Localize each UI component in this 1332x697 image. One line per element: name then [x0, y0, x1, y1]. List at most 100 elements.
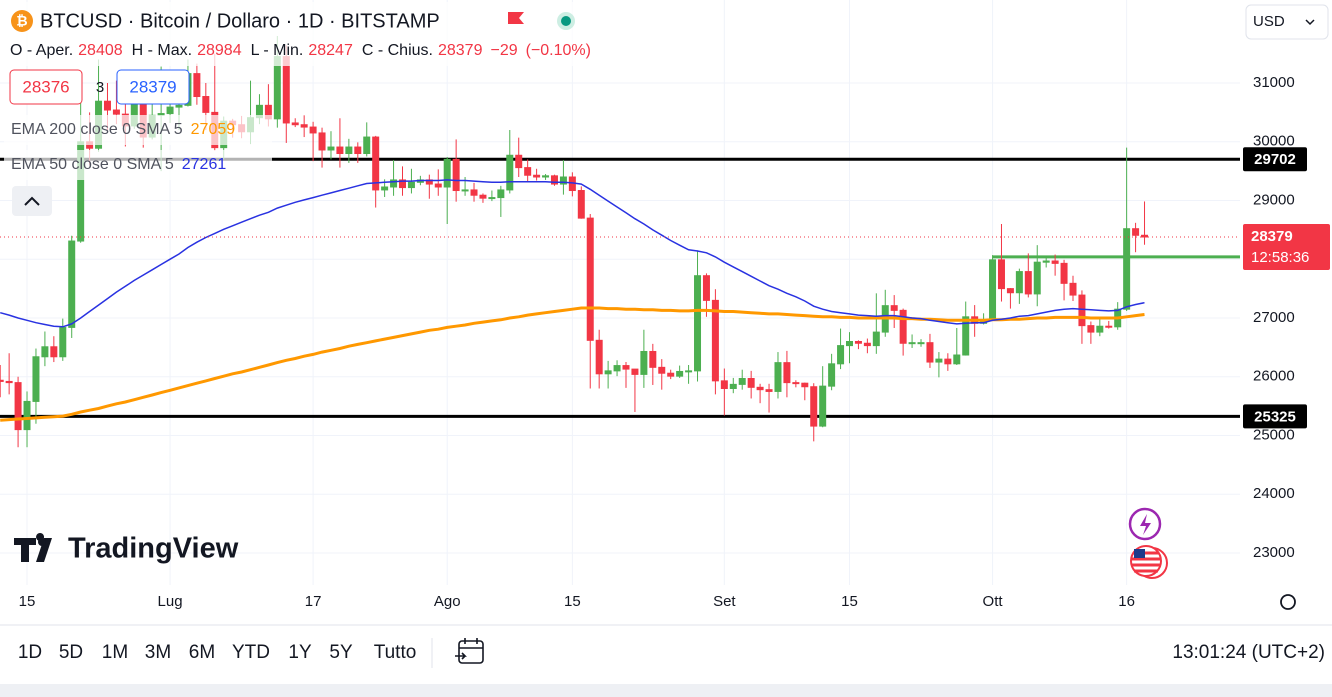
candle-body — [828, 363, 836, 387]
x-tick-label: Lug — [158, 593, 183, 610]
candle-body — [202, 96, 210, 113]
candle-body — [479, 194, 487, 199]
candle-body — [774, 362, 782, 392]
candle-body — [819, 385, 827, 427]
x-tick-label: 17 — [305, 593, 322, 610]
candle-body — [631, 368, 639, 375]
open-value: 28408 — [78, 42, 123, 59]
candle-body — [694, 275, 702, 372]
collapse-button[interactable] — [12, 186, 52, 216]
candle-body — [68, 240, 76, 328]
candle-body — [193, 73, 201, 98]
candle-body — [112, 109, 120, 115]
candle-body — [1033, 261, 1041, 295]
date-range-icon[interactable] — [458, 640, 484, 664]
candle-body — [390, 179, 398, 188]
candle-body — [381, 186, 389, 191]
candle-body — [667, 372, 675, 377]
candle-body — [953, 354, 961, 365]
candle-body — [166, 106, 174, 115]
candle-body — [41, 346, 49, 358]
us-flag-stripes — [1132, 551, 1160, 573]
low-value: 28247 — [308, 42, 353, 59]
ask-box[interactable] — [116, 69, 190, 105]
candle-body — [917, 342, 925, 345]
candle-body — [1051, 260, 1059, 264]
candle-body — [783, 362, 791, 384]
range-button[interactable]: 1D — [18, 642, 42, 663]
candle-body — [846, 340, 853, 347]
candle-body — [50, 346, 58, 358]
candle-body — [640, 350, 648, 375]
candle-body — [542, 175, 550, 178]
x-tick-label: 15 — [841, 593, 858, 610]
candle-body — [872, 331, 880, 347]
bitcoin-icon — [11, 10, 33, 32]
countdown-label: 12:58:36 — [1251, 249, 1309, 266]
level-label-box — [1243, 404, 1307, 429]
candle-body — [899, 309, 907, 344]
candle-body — [470, 189, 478, 196]
candle-body — [1096, 325, 1104, 333]
candle-body — [926, 342, 934, 363]
x-tick-label: Set — [713, 593, 736, 610]
clock: 13:01:24 (UTC+2) — [1172, 642, 1325, 663]
candle-body — [327, 146, 335, 151]
legend-name: EMA 50 close 0 SMA 5 — [11, 156, 174, 173]
candle-body — [399, 179, 406, 189]
range-button[interactable]: 3M — [145, 642, 171, 663]
candle-body — [738, 378, 746, 385]
candle-body — [300, 124, 308, 128]
settings-icon[interactable] — [1280, 594, 1296, 610]
candle-body — [604, 370, 612, 375]
legend-value: 27059 — [191, 121, 236, 138]
bid-box[interactable] — [9, 69, 83, 105]
range-button[interactable]: 1M — [102, 642, 128, 663]
logo-mark — [14, 533, 52, 562]
candle-body — [23, 400, 31, 431]
candle-body — [434, 183, 442, 188]
candle-body — [810, 386, 818, 427]
range-button[interactable]: 5Y — [329, 642, 353, 663]
candle-body — [622, 365, 630, 370]
y-tick-label: 25000 — [1253, 426, 1295, 443]
flag-icon[interactable] — [508, 12, 524, 24]
open-label: O - Aper. — [10, 42, 73, 59]
candle-body — [0, 379, 4, 382]
level-label-box — [1243, 147, 1307, 172]
range-button[interactable]: Tutto — [374, 642, 417, 663]
candle-body — [488, 197, 496, 200]
candle-body — [407, 181, 415, 189]
candle-body — [345, 146, 353, 155]
change-percent: (−0.10%) — [526, 42, 591, 59]
candle-body — [702, 275, 710, 301]
bottom-strip — [0, 684, 1332, 697]
range-button[interactable]: 5D — [59, 642, 83, 663]
candle-body — [318, 132, 326, 151]
currency-label: USD — [1253, 13, 1285, 30]
currency-button[interactable] — [1245, 4, 1329, 40]
candle-body — [997, 259, 1005, 290]
event-bolt — [1140, 514, 1151, 535]
candle-body — [863, 342, 871, 347]
candle-body — [59, 326, 67, 358]
currency-chevron — [1305, 19, 1315, 26]
indicator-legend: EMA 200 close 0 SMA 5 27059 EMA 50 close 0… — [4, 115, 272, 180]
candle-body — [747, 378, 755, 388]
candle-body — [765, 389, 773, 392]
candle-body — [944, 358, 952, 365]
range-button[interactable]: YTD — [232, 642, 270, 663]
legend-entry: EMA 50 close 0 SMA 5 27261 — [11, 156, 226, 173]
candle-body — [595, 339, 603, 375]
range-button[interactable]: 1Y — [288, 642, 312, 663]
y-tick-label: 26000 — [1253, 368, 1295, 385]
candle-body — [658, 366, 666, 374]
x-tick-label: 15 — [564, 593, 581, 610]
candle-body — [103, 100, 111, 111]
level-label: 29702 — [1254, 151, 1296, 168]
candle-body — [711, 299, 719, 382]
candle-body — [890, 305, 898, 311]
range-button[interactable]: 6M — [189, 642, 215, 663]
candle-body — [452, 158, 460, 192]
candle-body — [801, 382, 809, 388]
